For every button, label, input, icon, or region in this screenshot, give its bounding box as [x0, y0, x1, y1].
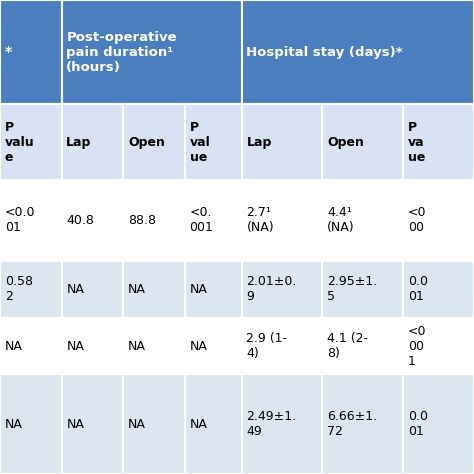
Text: NA: NA: [5, 418, 23, 431]
Text: NA: NA: [66, 283, 84, 296]
FancyBboxPatch shape: [242, 104, 322, 180]
FancyBboxPatch shape: [185, 180, 242, 261]
Text: 40.8: 40.8: [66, 214, 94, 227]
FancyBboxPatch shape: [62, 374, 123, 474]
Text: 0.58
2: 0.58 2: [5, 275, 33, 303]
Text: Open: Open: [327, 136, 364, 149]
Text: 2.01±0.
9: 2.01±0. 9: [246, 275, 297, 303]
FancyBboxPatch shape: [242, 180, 322, 261]
FancyBboxPatch shape: [123, 180, 185, 261]
Text: *: *: [5, 45, 12, 59]
Text: 2.9 (1-
4): 2.9 (1- 4): [246, 332, 287, 360]
FancyBboxPatch shape: [123, 104, 185, 180]
FancyBboxPatch shape: [185, 374, 242, 474]
Text: <0.
001: <0. 001: [190, 206, 213, 235]
Text: P
valu
e: P valu e: [5, 121, 35, 164]
Text: Hospital stay (days)*: Hospital stay (days)*: [246, 46, 403, 59]
Text: 6.66±1.
72: 6.66±1. 72: [327, 410, 377, 438]
FancyBboxPatch shape: [242, 0, 474, 104]
Text: 4.1 (2-
8): 4.1 (2- 8): [327, 332, 368, 360]
FancyBboxPatch shape: [322, 374, 403, 474]
FancyBboxPatch shape: [185, 104, 242, 180]
FancyBboxPatch shape: [62, 318, 123, 374]
Text: NA: NA: [128, 418, 146, 431]
Text: Lap: Lap: [246, 136, 272, 149]
Text: Lap: Lap: [66, 136, 92, 149]
Text: NA: NA: [128, 339, 146, 353]
Text: 2.95±1.
5: 2.95±1. 5: [327, 275, 377, 303]
FancyBboxPatch shape: [123, 261, 185, 318]
Text: 0.0
01: 0.0 01: [408, 410, 428, 438]
FancyBboxPatch shape: [403, 261, 474, 318]
Text: <0
00
1: <0 00 1: [408, 325, 426, 367]
FancyBboxPatch shape: [0, 0, 62, 104]
FancyBboxPatch shape: [403, 180, 474, 261]
FancyBboxPatch shape: [322, 104, 403, 180]
FancyBboxPatch shape: [0, 261, 62, 318]
FancyBboxPatch shape: [62, 0, 242, 104]
FancyBboxPatch shape: [242, 374, 322, 474]
Text: NA: NA: [190, 339, 208, 353]
FancyBboxPatch shape: [62, 104, 123, 180]
Text: 2.49±1.
49: 2.49±1. 49: [246, 410, 297, 438]
FancyBboxPatch shape: [403, 374, 474, 474]
Text: NA: NA: [5, 339, 23, 353]
FancyBboxPatch shape: [242, 318, 322, 374]
Text: NA: NA: [190, 418, 208, 431]
FancyBboxPatch shape: [322, 180, 403, 261]
FancyBboxPatch shape: [62, 261, 123, 318]
Text: 4.4¹
(NA): 4.4¹ (NA): [327, 206, 355, 235]
Text: P
va
ue: P va ue: [408, 121, 425, 164]
FancyBboxPatch shape: [0, 180, 62, 261]
FancyBboxPatch shape: [185, 318, 242, 374]
Text: NA: NA: [190, 283, 208, 296]
Text: 0.0
01: 0.0 01: [408, 275, 428, 303]
Text: P
val
ue: P val ue: [190, 121, 210, 164]
FancyBboxPatch shape: [0, 104, 62, 180]
FancyBboxPatch shape: [0, 374, 62, 474]
Text: NA: NA: [66, 418, 84, 431]
FancyBboxPatch shape: [62, 180, 123, 261]
Text: <0
00: <0 00: [408, 206, 426, 235]
Text: NA: NA: [128, 283, 146, 296]
FancyBboxPatch shape: [0, 318, 62, 374]
Text: 88.8: 88.8: [128, 214, 156, 227]
FancyBboxPatch shape: [322, 318, 403, 374]
Text: 2.7¹
(NA): 2.7¹ (NA): [246, 206, 274, 235]
Text: NA: NA: [66, 339, 84, 353]
Text: Post-operative
pain duration¹
(hours): Post-operative pain duration¹ (hours): [66, 31, 177, 73]
FancyBboxPatch shape: [322, 261, 403, 318]
FancyBboxPatch shape: [123, 318, 185, 374]
FancyBboxPatch shape: [403, 104, 474, 180]
FancyBboxPatch shape: [242, 261, 322, 318]
FancyBboxPatch shape: [185, 261, 242, 318]
FancyBboxPatch shape: [403, 318, 474, 374]
Text: Open: Open: [128, 136, 165, 149]
Text: <0.0
01: <0.0 01: [5, 206, 35, 235]
FancyBboxPatch shape: [123, 374, 185, 474]
